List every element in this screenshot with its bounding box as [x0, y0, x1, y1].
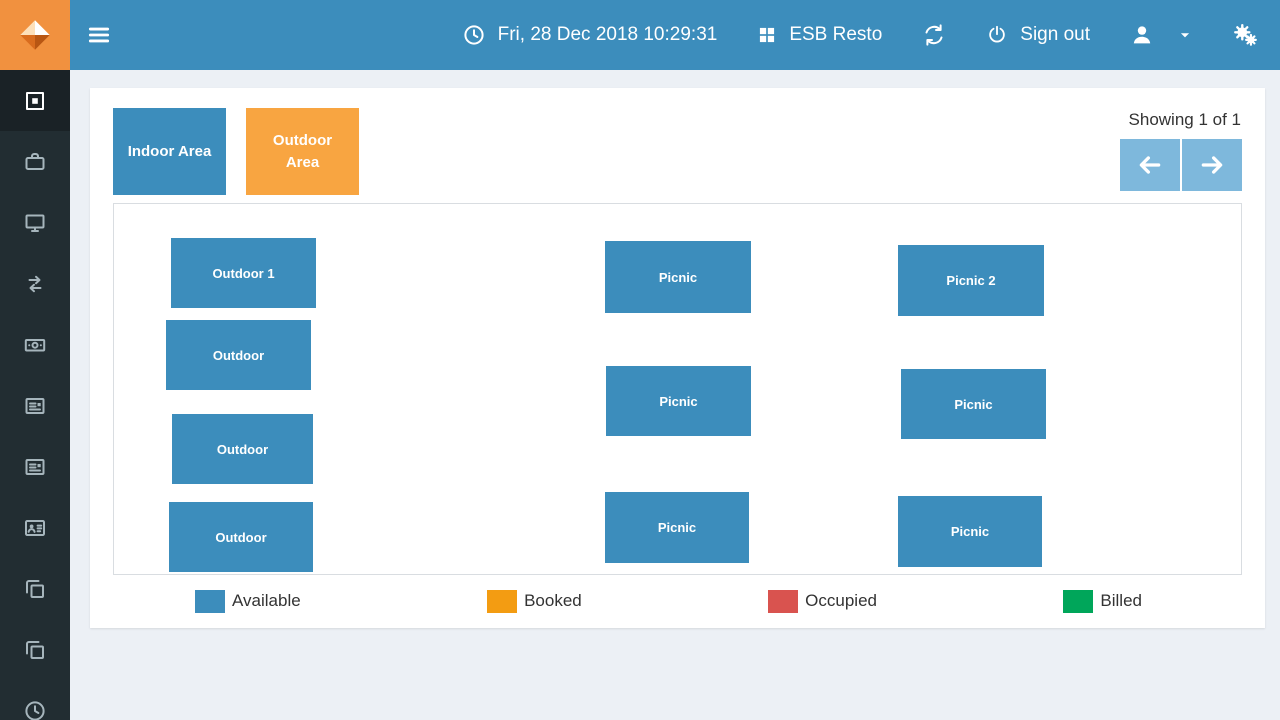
settings-button[interactable] — [1232, 22, 1258, 48]
table-7-picnic[interactable]: Picnic — [605, 492, 749, 563]
grid-icon — [757, 25, 777, 45]
legend-label: Occupied — [805, 591, 877, 610]
copy-icon — [23, 638, 47, 662]
monitor-icon — [23, 211, 47, 235]
topbar: Fri, 28 Dec 2018 10:29:31 ESB Resto Sign… — [0, 0, 1280, 70]
app-name: ESB Resto — [789, 24, 883, 45]
signout-label: Sign out — [1020, 24, 1090, 45]
app-switcher[interactable]: ESB Resto — [757, 24, 882, 46]
tables-card: Indoor Area Outdoor Area Showing 1 of 1 O… — [90, 88, 1265, 628]
datetime-text: Fri, 28 Dec 2018 10:29:31 — [497, 24, 718, 45]
app-logo[interactable] — [0, 0, 70, 70]
legend: Available Booked Occupied Billed — [113, 575, 1242, 627]
table-10-picnic[interactable]: Picnic — [898, 496, 1042, 567]
legend-swatch — [768, 589, 799, 613]
transfer-icon — [23, 272, 47, 296]
area-tab-indoor-area[interactable]: Indoor Area — [113, 108, 226, 195]
datetime-display: Fri, 28 Dec 2018 10:29:31 — [462, 23, 718, 47]
pager-buttons — [1120, 139, 1242, 191]
sidebar-item-6-newspaper[interactable] — [0, 375, 70, 436]
banknote-icon — [23, 333, 47, 357]
showing-count: Showing 1 of 1 — [1128, 110, 1241, 129]
legend-swatch — [195, 589, 225, 613]
table-6-picnic[interactable]: Picnic — [606, 366, 751, 436]
newspaper-icon — [23, 455, 47, 479]
pager-box: Showing 1 of 1 — [1120, 108, 1242, 191]
topbar-right: Fri, 28 Dec 2018 10:29:31 ESB Resto Sign… — [462, 22, 1280, 48]
power-icon — [986, 24, 1008, 46]
table-8-picnic-2[interactable]: Picnic 2 — [898, 245, 1044, 316]
user-menu-caret[interactable] — [1178, 28, 1192, 42]
legend-swatch — [487, 589, 518, 613]
gears-icon — [1232, 22, 1258, 48]
sidebar — [0, 70, 70, 720]
sidebar-item-2-briefcase[interactable] — [0, 131, 70, 192]
legend-swatch — [1063, 589, 1094, 613]
legend-label: Available — [232, 591, 301, 610]
briefcase-icon — [23, 150, 47, 174]
arrow-left-icon — [1137, 152, 1163, 178]
table-5-picnic[interactable]: Picnic — [605, 241, 751, 313]
floorplan: Outdoor 1 Outdoor Outdoor Outdoor Picnic Picn… — [113, 203, 1242, 575]
arrow-right-icon — [1199, 152, 1225, 178]
menu-icon — [86, 22, 112, 48]
sidebar-item-4-transfer[interactable] — [0, 253, 70, 314]
refresh-icon — [922, 23, 946, 47]
sidebar-item-5-banknote[interactable] — [0, 314, 70, 375]
table-4-outdoor[interactable]: Outdoor — [169, 502, 313, 572]
sidebar-item-9-copy[interactable] — [0, 558, 70, 619]
main-content: Indoor Area Outdoor Area Showing 1 of 1 O… — [70, 70, 1280, 720]
address-card-icon — [23, 516, 47, 540]
sidebar-item-10-copy[interactable] — [0, 619, 70, 680]
sidebar-item-1-table-layout[interactable] — [0, 70, 70, 131]
table-9-picnic[interactable]: Picnic — [901, 369, 1046, 439]
newspaper-icon — [23, 394, 47, 418]
next-page-button[interactable] — [1182, 139, 1242, 191]
sidebar-item-7-newspaper[interactable] — [0, 436, 70, 497]
prev-page-button[interactable] — [1120, 139, 1180, 191]
area-tab-outdoor-area[interactable]: Outdoor Area — [246, 108, 359, 195]
refresh-button[interactable] — [922, 23, 946, 47]
clock-icon — [23, 699, 47, 720]
card-header: Indoor Area Outdoor Area Showing 1 of 1 — [113, 108, 1242, 195]
table-2-outdoor[interactable]: Outdoor — [166, 320, 311, 390]
legend-item-available: Available — [195, 589, 301, 613]
logo-diamond-icon — [20, 20, 50, 50]
caret-down-icon — [1178, 28, 1192, 42]
table-1-outdoor-1[interactable]: Outdoor 1 — [171, 238, 316, 308]
clock-icon — [462, 23, 486, 47]
table-3-outdoor[interactable]: Outdoor — [172, 414, 313, 484]
menu-toggle-button[interactable] — [70, 0, 128, 70]
sidebar-item-8-address-card[interactable] — [0, 497, 70, 558]
legend-label: Booked — [524, 591, 582, 610]
legend-item-booked: Booked — [487, 589, 582, 613]
sidebar-item-3-monitor[interactable] — [0, 192, 70, 253]
table-layout-icon — [23, 89, 47, 113]
legend-label: Billed — [1100, 591, 1142, 610]
legend-item-billed: Billed — [1063, 589, 1142, 613]
legend-item-occupied: Occupied — [768, 589, 877, 613]
user-menu-button[interactable] — [1130, 23, 1154, 47]
signout-button[interactable]: Sign out — [986, 24, 1090, 46]
area-tabs: Indoor Area Outdoor Area — [113, 108, 359, 195]
user-icon — [1130, 23, 1154, 47]
copy-icon — [23, 577, 47, 601]
sidebar-item-11-clock[interactable] — [0, 680, 70, 720]
